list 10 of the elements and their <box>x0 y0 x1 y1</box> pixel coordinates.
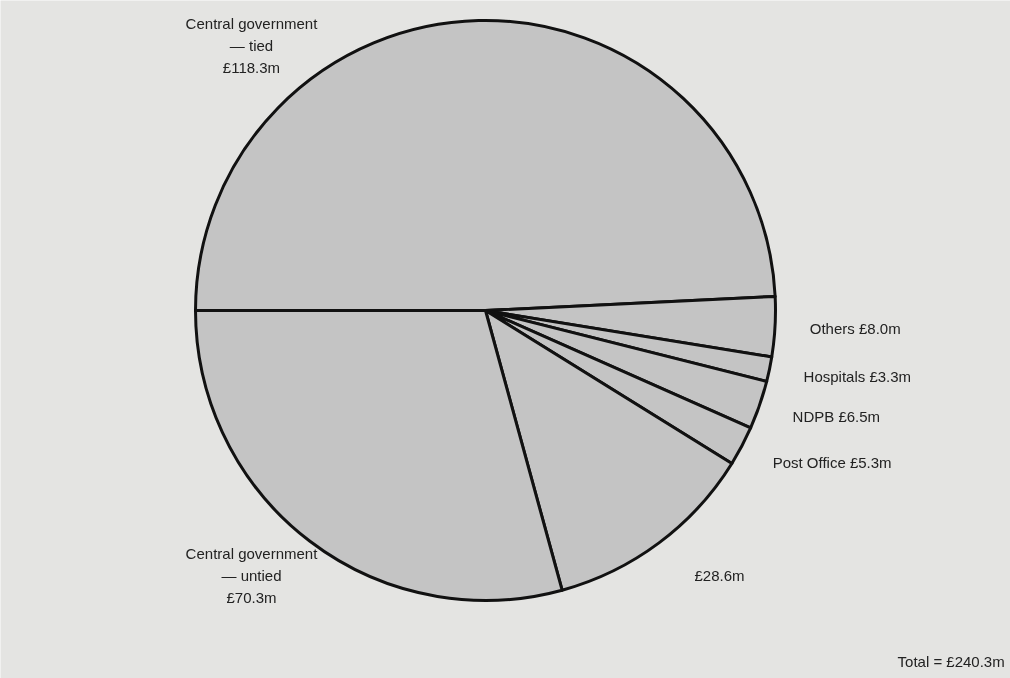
slice-label: Hospitals £3.3m <box>803 367 912 385</box>
data-label: £118.3m <box>222 58 281 76</box>
text: Total = £240.3m <box>897 652 1005 670</box>
slice-label: Others £8.0m <box>809 320 901 338</box>
slice-label: Post Office £5.3m <box>772 453 892 471</box>
slice-label: Central government — untied <box>185 545 319 585</box>
slice-label: NDPB £6.5m <box>792 407 881 425</box>
data-label: £70.3m <box>226 589 277 607</box>
slice-label: Central government — tied <box>185 14 319 54</box>
data-label: £28.6m <box>694 567 745 585</box>
